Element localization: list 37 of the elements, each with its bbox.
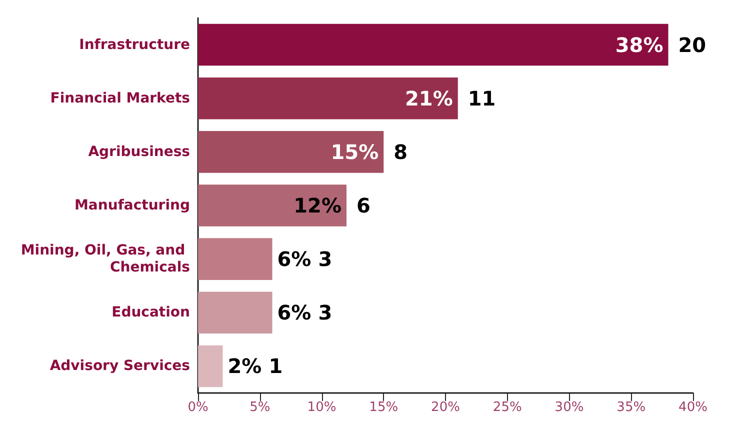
y-tick-label: Education bbox=[112, 304, 190, 321]
annotation: 1 bbox=[268, 354, 283, 378]
annotation: 8 bbox=[394, 140, 408, 164]
x-tick-label: 5% bbox=[250, 400, 270, 415]
x-tick-label: 0% bbox=[188, 400, 208, 415]
bar bbox=[198, 24, 668, 66]
annotation: 11 bbox=[468, 86, 496, 110]
annotation: 6 bbox=[356, 194, 370, 218]
y-tick-label: Manufacturing bbox=[74, 198, 190, 214]
x-tick-label: 15% bbox=[369, 400, 398, 415]
data-label: 38% bbox=[615, 32, 664, 57]
bar bbox=[198, 184, 346, 226]
data-label: 6% bbox=[277, 300, 312, 325]
y-tick-label: Agribusiness bbox=[88, 144, 190, 160]
data-label: 6% bbox=[277, 247, 312, 272]
bar bbox=[198, 345, 223, 388]
bar bbox=[198, 238, 272, 280]
x-tick-label: 25% bbox=[492, 400, 522, 415]
y-tick-label: Infrastructure bbox=[79, 36, 190, 53]
data-label: 2% bbox=[228, 354, 262, 378]
x-tick-label: 20% bbox=[431, 400, 460, 415]
x-tick-label: 10% bbox=[307, 400, 336, 415]
annotation: 3 bbox=[318, 300, 332, 325]
bar bbox=[198, 77, 458, 120]
y-tick-label: Financial Markets bbox=[50, 90, 190, 106]
x-tick-label: 30% bbox=[554, 400, 584, 415]
annotation: 3 bbox=[318, 247, 332, 272]
data-label: 21% bbox=[405, 86, 453, 110]
data-label: 12% bbox=[294, 194, 342, 218]
x-tick-label: 35% bbox=[616, 400, 646, 415]
annotation: 20 bbox=[678, 32, 706, 57]
y-tick-label: Advisory Services bbox=[50, 358, 190, 374]
data-label: 15% bbox=[330, 140, 379, 164]
y-tick-label: Mining, Oil, Gas, and Chemicals bbox=[20, 242, 190, 276]
bar bbox=[198, 292, 272, 334]
x-tick-label: 40% bbox=[678, 400, 708, 415]
bar bbox=[198, 131, 384, 173]
